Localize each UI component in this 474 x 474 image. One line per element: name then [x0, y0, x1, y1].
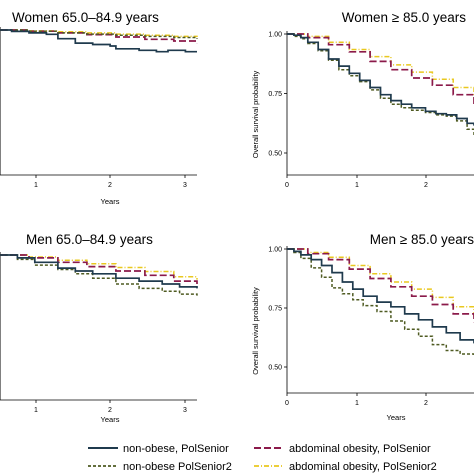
- chart-title: Women ≥ 85.0 years: [342, 10, 466, 25]
- y-tick-label: 1.00: [268, 247, 282, 254]
- x-tick-label: 1: [355, 182, 359, 189]
- x-axis-label: Years: [101, 415, 120, 424]
- y-tick-label: 0.75: [268, 91, 282, 98]
- y-tick-label: 0.50: [268, 365, 282, 372]
- y-tick-label: 1.00: [268, 32, 282, 39]
- x-tick-label: 2: [108, 407, 112, 414]
- y-axis-label: Overall survival probability: [251, 287, 260, 375]
- chart-panel-4: Men ≥ 85.0 years 0 1 2 Years 1.00 0.75 0.50 Over…: [251, 232, 474, 422]
- x-tick-label: 1: [355, 400, 359, 407]
- legend-label: abdominal obesity, PolSenior2: [289, 461, 437, 473]
- x-tick-label: 1: [34, 182, 38, 189]
- series-line-2: [0, 254, 198, 284]
- x-tick-label: 3: [183, 182, 187, 189]
- legend-label: non-obese PolSenior2: [123, 461, 232, 473]
- chart-panel-3: Men 65.0–84.9 years 1 2 3 Years: [0, 232, 198, 424]
- x-tick-label: 2: [424, 400, 428, 407]
- series-line-2: [287, 33, 474, 105]
- x-axis-label: Years: [387, 413, 406, 422]
- y-axis-label: Overall survival probability: [251, 70, 260, 158]
- series-line-4: [287, 248, 474, 317]
- x-tick-label: 1: [34, 407, 38, 414]
- series-line-1: [0, 29, 197, 53]
- x-tick-label: 3: [183, 407, 187, 414]
- legend-label: abdominal obesity, PolSenior: [289, 443, 431, 455]
- y-tick-label: 0.75: [268, 306, 282, 313]
- series-line-3: [287, 248, 474, 357]
- series-line-1: [287, 33, 474, 126]
- series-line-3: [0, 254, 198, 296]
- legend: non-obese, PolSenior abdominal obesity, P…: [88, 443, 437, 473]
- chart-panel-1: Women 65.0–84.9 years 1 2 3 Years: [0, 10, 198, 206]
- series-line-1: [0, 254, 198, 289]
- x-tick-label: 0: [285, 182, 289, 189]
- legend-label: non-obese, PolSenior: [123, 443, 229, 455]
- x-axis-label: Years: [101, 197, 120, 206]
- chart-title: Men 65.0–84.9 years: [26, 232, 153, 247]
- y-tick-label: 0.50: [268, 151, 282, 158]
- series-line-3: [0, 29, 198, 39]
- chart-title: Women 65.0–84.9 years: [12, 10, 159, 25]
- x-tick-label: 2: [108, 182, 112, 189]
- chart-panel-2: Women ≥ 85.0 years 0 1 2 1.00 0.75 0.50 Overall…: [251, 10, 474, 189]
- series-line-4: [287, 33, 474, 96]
- x-tick-label: 2: [424, 182, 428, 189]
- chart-title: Men ≥ 85.0 years: [370, 232, 474, 247]
- series-line-2: [287, 248, 474, 323]
- x-tick-label: 0: [285, 400, 289, 407]
- series-line-1: [287, 248, 474, 344]
